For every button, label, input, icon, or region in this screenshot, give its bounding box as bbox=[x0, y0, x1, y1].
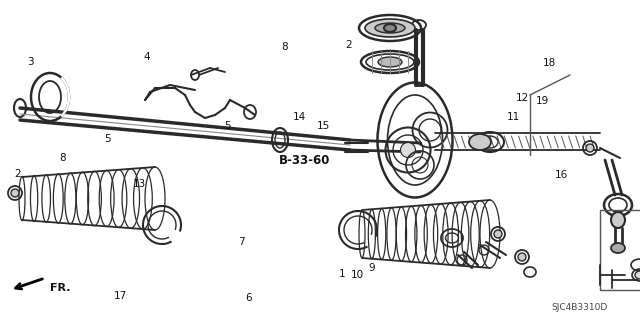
Ellipse shape bbox=[384, 24, 396, 32]
Text: FR.: FR. bbox=[50, 283, 70, 293]
Text: 8: 8 bbox=[60, 153, 66, 163]
Text: 17: 17 bbox=[114, 291, 127, 301]
Text: 4: 4 bbox=[144, 52, 150, 62]
Text: 7: 7 bbox=[239, 237, 245, 248]
Ellipse shape bbox=[586, 144, 594, 152]
Ellipse shape bbox=[635, 271, 640, 279]
Text: 16: 16 bbox=[556, 170, 568, 180]
Text: 1: 1 bbox=[339, 269, 346, 279]
Ellipse shape bbox=[494, 230, 502, 238]
Ellipse shape bbox=[611, 212, 625, 228]
Text: 8: 8 bbox=[282, 42, 288, 52]
Text: 3: 3 bbox=[28, 57, 34, 67]
Text: 13: 13 bbox=[133, 179, 146, 189]
Text: 2: 2 bbox=[346, 40, 352, 50]
Text: B-33-60: B-33-60 bbox=[279, 153, 331, 167]
Text: SJC4B3310D: SJC4B3310D bbox=[552, 303, 608, 313]
Text: 5: 5 bbox=[104, 134, 111, 144]
Text: 6: 6 bbox=[245, 293, 252, 303]
Ellipse shape bbox=[469, 134, 491, 150]
Text: 2: 2 bbox=[15, 169, 21, 179]
Text: 14: 14 bbox=[293, 112, 306, 122]
Text: 18: 18 bbox=[543, 58, 556, 68]
Text: 15: 15 bbox=[317, 121, 330, 131]
Text: 12: 12 bbox=[516, 93, 529, 103]
Ellipse shape bbox=[375, 23, 405, 33]
Ellipse shape bbox=[518, 253, 526, 261]
Text: 5: 5 bbox=[224, 121, 230, 131]
Text: 19: 19 bbox=[536, 96, 549, 107]
Text: 11: 11 bbox=[507, 112, 520, 122]
Ellipse shape bbox=[365, 19, 415, 37]
Text: 9: 9 bbox=[368, 263, 374, 273]
Ellipse shape bbox=[611, 243, 625, 253]
Ellipse shape bbox=[401, 143, 415, 158]
Ellipse shape bbox=[11, 189, 19, 197]
Text: 10: 10 bbox=[351, 270, 364, 280]
Bar bbox=[600, 210, 640, 290]
Ellipse shape bbox=[378, 57, 402, 67]
